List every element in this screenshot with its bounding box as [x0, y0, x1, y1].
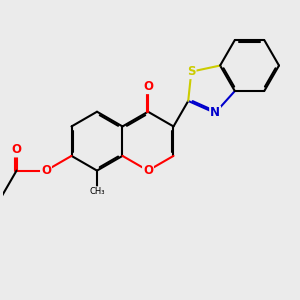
Text: S: S [187, 65, 196, 78]
Text: O: O [143, 80, 153, 93]
Text: CH₃: CH₃ [89, 187, 105, 196]
Text: O: O [41, 164, 51, 177]
Text: O: O [12, 143, 22, 157]
Text: N: N [210, 106, 220, 119]
Text: O: O [143, 164, 153, 177]
